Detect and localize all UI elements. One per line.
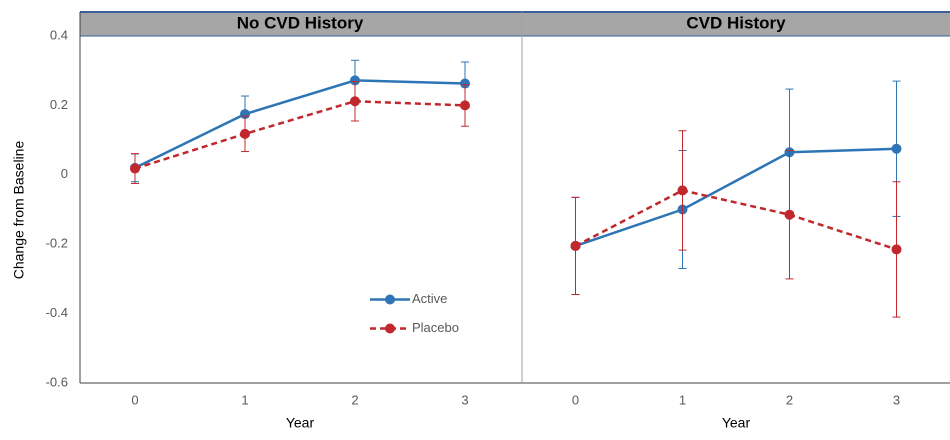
data-point xyxy=(350,96,360,107)
title-bar xyxy=(80,12,950,36)
x-tick-label: 2 xyxy=(351,392,358,407)
data-point xyxy=(784,209,795,220)
y-tick-label: 0.4 xyxy=(50,27,68,42)
panel-title: CVD History xyxy=(686,13,786,32)
data-point xyxy=(570,240,581,251)
data-point xyxy=(240,128,250,139)
series-line xyxy=(574,189,897,251)
x-tick-label: 0 xyxy=(572,392,579,407)
legend-label: Placebo xyxy=(412,320,459,335)
data-point xyxy=(460,100,470,111)
legend-label: Active xyxy=(412,291,447,306)
legend-marker xyxy=(385,323,395,334)
x-tick-label: 2 xyxy=(786,392,793,407)
y-tick-label: -0.2 xyxy=(46,236,68,251)
y-axis-title: Change from Baseline xyxy=(11,141,27,280)
x-axis-title: Year xyxy=(722,415,751,431)
y-tick-label: -0.4 xyxy=(46,305,68,320)
data-point xyxy=(891,143,902,154)
panel-title: No CVD History xyxy=(237,13,364,32)
series-line xyxy=(575,147,897,248)
x-tick-label: 3 xyxy=(461,392,468,407)
y-tick-label: -0.6 xyxy=(46,374,68,389)
x-tick-label: 1 xyxy=(241,392,248,407)
data-point xyxy=(350,75,360,86)
legend-marker xyxy=(385,294,395,305)
series-line xyxy=(134,79,466,169)
x-tick-label: 0 xyxy=(131,392,138,407)
data-point xyxy=(677,185,688,196)
data-point xyxy=(130,163,140,174)
data-point xyxy=(460,78,470,89)
x-tick-label: 1 xyxy=(679,392,686,407)
y-tick-label: 0.2 xyxy=(50,97,68,112)
x-axis-title: Year xyxy=(286,415,315,431)
x-tick-label: 3 xyxy=(893,392,900,407)
y-tick-label: 0 xyxy=(61,166,68,181)
series-line xyxy=(134,99,466,170)
data-point xyxy=(891,244,902,255)
